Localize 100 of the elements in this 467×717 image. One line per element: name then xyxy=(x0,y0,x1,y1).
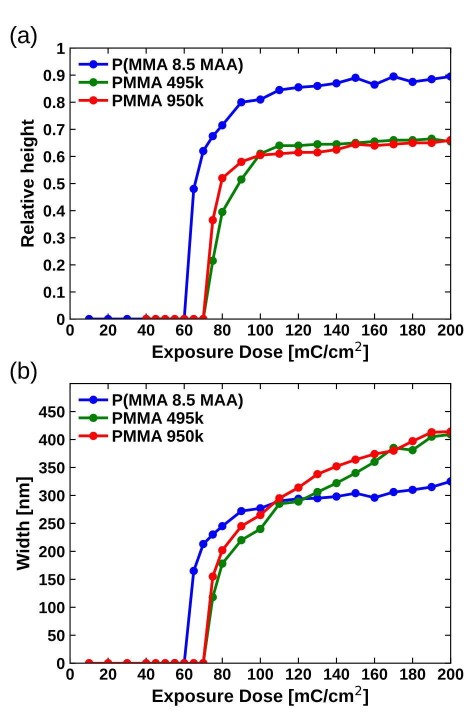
y-tick-label: 0.4 xyxy=(44,205,66,217)
point xyxy=(218,174,226,182)
point xyxy=(294,148,303,157)
legend-label: PMMA 495k xyxy=(112,76,204,88)
point xyxy=(199,146,208,156)
point xyxy=(237,536,246,544)
x-tick-label: 120 xyxy=(286,324,312,336)
y-tick-label: 1 xyxy=(57,42,65,54)
point xyxy=(389,446,398,455)
point xyxy=(351,74,360,82)
point xyxy=(313,148,322,157)
point xyxy=(218,208,226,216)
point xyxy=(208,216,217,224)
y-tick-label: 0 xyxy=(56,314,65,326)
legend-label: P(MMA 8.5 MAA) xyxy=(112,394,243,410)
point xyxy=(332,79,341,88)
point xyxy=(351,489,360,498)
point xyxy=(275,86,284,94)
x-tick-label: 180 xyxy=(400,324,426,336)
y-tick-label: 0.1 xyxy=(44,286,65,298)
point xyxy=(218,546,226,554)
point xyxy=(351,455,360,464)
y-tick-label: 100 xyxy=(40,602,65,614)
legend-label: PMMA 950k xyxy=(112,430,204,442)
legend-label: P(MMA 8.5 MAA) xyxy=(112,58,243,74)
point xyxy=(218,522,226,530)
y-tick-label: 250 xyxy=(39,518,65,530)
y-tick-label: 0.8 xyxy=(44,96,65,108)
y-tick-label: 0.9 xyxy=(44,70,65,82)
point xyxy=(294,83,303,92)
y-tick-label: 300 xyxy=(38,490,65,502)
point xyxy=(218,121,226,130)
point xyxy=(332,146,341,154)
y-tick-label: 0.7 xyxy=(44,124,64,136)
point xyxy=(199,540,208,548)
y-tick-label: 0.2 xyxy=(44,259,65,271)
point xyxy=(218,560,226,568)
x-tick-label: 80 xyxy=(214,668,231,680)
x-tick-label: 0 xyxy=(66,324,74,336)
point xyxy=(313,470,322,478)
point xyxy=(332,478,341,488)
y-tick-label: 50 xyxy=(48,630,65,642)
point xyxy=(370,80,379,89)
point xyxy=(237,522,246,530)
point xyxy=(313,488,322,496)
y-axis-title: Relative height xyxy=(20,120,38,247)
y-tick-label: 0.3 xyxy=(44,232,65,244)
point xyxy=(427,75,436,84)
x-tick-label: 20 xyxy=(100,668,116,680)
point xyxy=(208,572,217,581)
point xyxy=(294,141,303,150)
point xyxy=(237,506,246,516)
point xyxy=(256,510,265,520)
point xyxy=(275,141,284,150)
point xyxy=(237,98,246,106)
x-axis-title: Exposure Dose [mC/cm$^{2}$] xyxy=(152,686,368,706)
point xyxy=(275,150,284,158)
point xyxy=(208,530,217,539)
point xyxy=(351,468,360,478)
point xyxy=(370,494,379,502)
point xyxy=(408,78,417,86)
point xyxy=(370,450,379,458)
point xyxy=(275,494,284,502)
point xyxy=(389,140,398,148)
point xyxy=(237,158,246,166)
point xyxy=(190,184,198,194)
y-tick-label: 0 xyxy=(56,658,65,670)
point xyxy=(313,140,322,148)
x-tick-label: 180 xyxy=(400,668,426,680)
point xyxy=(408,437,417,446)
x-tick-label: 100 xyxy=(248,668,274,680)
chart-title: (b) xyxy=(10,362,37,384)
x-tick-label: 20 xyxy=(100,324,116,336)
point xyxy=(408,486,417,494)
point xyxy=(408,138,417,148)
y-tick-label: 350 xyxy=(38,462,65,474)
x-tick-label: 80 xyxy=(214,324,231,336)
chart-title: (a) xyxy=(10,26,37,48)
x-tick-label: 160 xyxy=(362,324,388,336)
y-tick-label: 150 xyxy=(40,574,65,586)
y-tick-label: 0.5 xyxy=(44,178,65,190)
point xyxy=(427,138,436,148)
legend-label: PMMA 950k xyxy=(112,94,204,106)
y-tick-label: 450 xyxy=(38,406,65,418)
x-tick-label: 120 xyxy=(286,668,312,680)
x-tick-label: 140 xyxy=(324,324,350,336)
point xyxy=(256,524,265,534)
point xyxy=(190,566,198,576)
x-tick-label: 100 xyxy=(248,324,274,336)
point xyxy=(332,492,341,501)
point xyxy=(427,482,436,492)
x-tick-label: 200 xyxy=(438,324,464,336)
point xyxy=(370,141,379,150)
x-axis-title: Exposure Dose [mC/cm$^{2}$] xyxy=(152,342,368,362)
x-tick-label: 0 xyxy=(66,668,74,680)
y-tick-label: 400 xyxy=(38,434,65,446)
point xyxy=(389,488,398,496)
y-axis-title: Width [nm] xyxy=(16,477,33,570)
y-tick-label: 0.6 xyxy=(44,151,65,162)
point xyxy=(427,428,436,436)
